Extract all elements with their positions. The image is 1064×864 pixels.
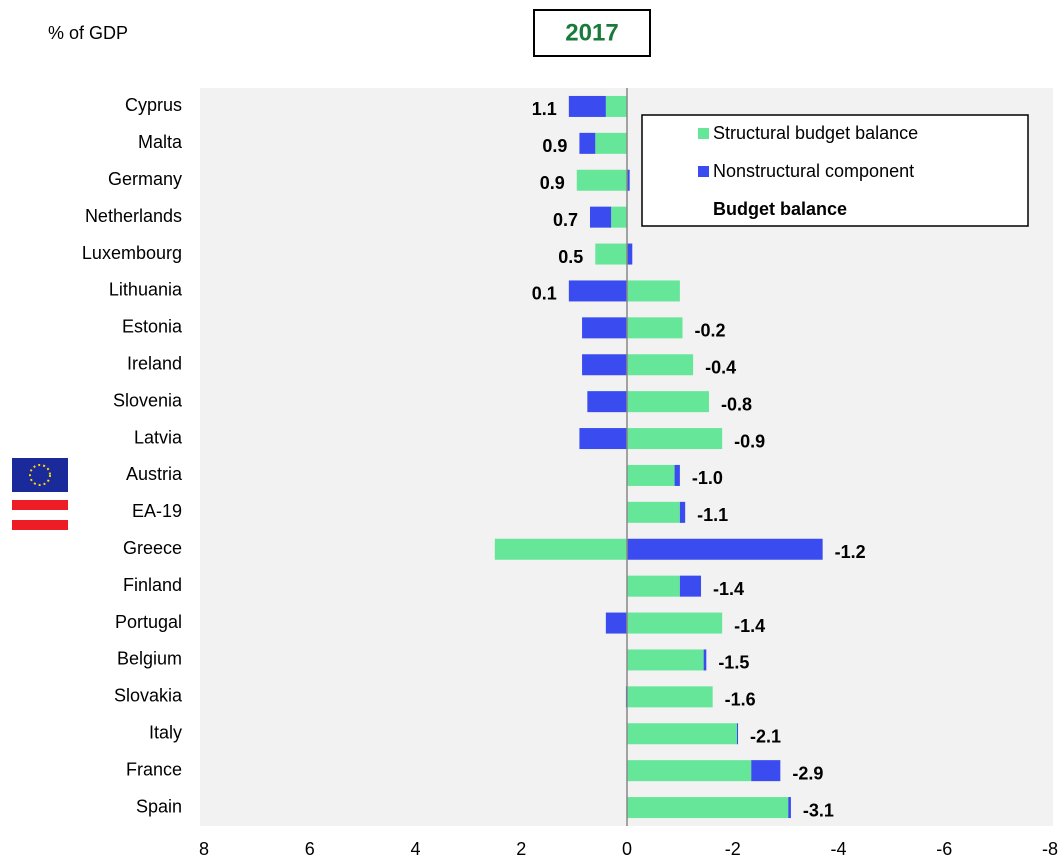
bar-segment [494, 538, 627, 560]
bar-segment [611, 206, 627, 228]
value-label: 0.1 [532, 284, 557, 304]
bar-segment [627, 723, 737, 745]
value-label: -1.0 [692, 468, 723, 488]
bar-segment [595, 132, 627, 154]
bar-segment [582, 317, 627, 339]
x-tick-label: -4 [830, 839, 846, 859]
bar-segment [703, 649, 707, 671]
value-label: -3.1 [803, 800, 834, 820]
bar-segment [627, 317, 683, 339]
bar-segment [674, 464, 680, 486]
bar-segment [679, 501, 686, 523]
y-tick-label: Germany [108, 169, 182, 189]
y-tick-label: Luxembourg [82, 243, 182, 263]
bar-segment [627, 760, 752, 782]
bar-segment [627, 464, 675, 486]
x-tick-label: 2 [516, 839, 526, 859]
y-tick-label: Estonia [122, 317, 183, 337]
bar-segment [788, 797, 791, 819]
value-label: 0.7 [553, 210, 578, 230]
legend-label: Structural budget balance [713, 123, 918, 143]
value-label: -1.1 [697, 505, 728, 525]
subtitle: % of GDP [48, 23, 128, 43]
bar-segment [627, 538, 823, 560]
bar-segment [582, 354, 627, 376]
value-label: -0.2 [695, 321, 726, 341]
bar-segment [605, 612, 627, 634]
x-tick-label: -2 [725, 839, 741, 859]
y-tick-label: France [126, 759, 182, 779]
bar-segment [576, 169, 627, 191]
austria-flag [12, 500, 68, 530]
x-tick-label: 4 [410, 839, 420, 859]
value-label: -1.4 [713, 579, 744, 599]
bar-segment [579, 132, 596, 154]
bar-segment [595, 243, 627, 265]
y-tick-label: Malta [138, 132, 183, 152]
y-tick-label: Finland [123, 575, 182, 595]
y-tick-label: Slovenia [113, 390, 183, 410]
y-tick-label: Cyprus [125, 95, 182, 115]
value-label: -0.4 [705, 358, 736, 378]
bar-segment [627, 243, 633, 265]
bar-segment [627, 797, 789, 819]
bar-segment [587, 391, 627, 413]
y-tick-label: Ireland [127, 354, 182, 374]
bar-segment [579, 428, 627, 450]
y-tick-label: Spain [136, 796, 182, 816]
x-tick-label: -6 [936, 839, 952, 859]
bar-segment [751, 760, 781, 782]
bar-segment [736, 723, 739, 745]
value-label: -2.1 [750, 727, 781, 747]
bar-segment [627, 686, 713, 708]
bar-segment [627, 575, 680, 597]
value-label: 1.1 [532, 99, 557, 119]
y-tick-label: Italy [149, 723, 182, 743]
x-tick-label: 0 [622, 839, 632, 859]
bar-segment [568, 95, 606, 117]
value-label: -1.2 [835, 542, 866, 562]
value-label: 0.9 [542, 136, 567, 156]
bar-segment [589, 206, 612, 228]
y-tick-label: Austria [126, 464, 183, 484]
bar-segment [627, 169, 630, 191]
value-label: 0.9 [540, 173, 565, 193]
bar-segment [627, 649, 704, 671]
bar-segment [605, 95, 627, 117]
x-tick-label: -8 [1042, 839, 1058, 859]
y-tick-label: Slovakia [114, 686, 183, 706]
bar-segment [627, 612, 723, 634]
bar-segment [627, 428, 723, 450]
chart-title: 2017 [565, 19, 618, 46]
value-label: -1.6 [725, 690, 756, 710]
value-label: -2.9 [792, 763, 823, 783]
bar-segment [627, 391, 709, 413]
y-tick-label: Lithuania [109, 280, 183, 300]
bar-segment [627, 501, 680, 523]
y-tick-label: EA-19 [132, 501, 182, 521]
y-tick-label: Belgium [117, 649, 182, 669]
bar-segment [627, 354, 694, 376]
y-tick-label: Greece [123, 538, 182, 558]
y-tick-label: Portugal [115, 612, 182, 632]
legend-label: Nonstructural component [713, 161, 914, 181]
eu-flag [12, 458, 68, 492]
value-label: -0.8 [721, 394, 752, 414]
bar-segment [627, 280, 680, 302]
legend-swatch [698, 128, 709, 139]
bar-segment [679, 575, 702, 597]
bar-segment [568, 280, 627, 302]
x-tick-label: 6 [305, 839, 315, 859]
value-label: 0.5 [558, 247, 583, 267]
value-label: -0.9 [734, 431, 765, 451]
legend-swatch [698, 166, 709, 177]
legend-label: Budget balance [713, 199, 847, 219]
y-tick-label: Latvia [134, 427, 183, 447]
value-label: -1.4 [734, 616, 765, 636]
value-label: -1.5 [718, 653, 749, 673]
title-box [533, 9, 651, 57]
y-tick-label: Netherlands [85, 206, 182, 226]
x-tick-label: 8 [199, 839, 209, 859]
